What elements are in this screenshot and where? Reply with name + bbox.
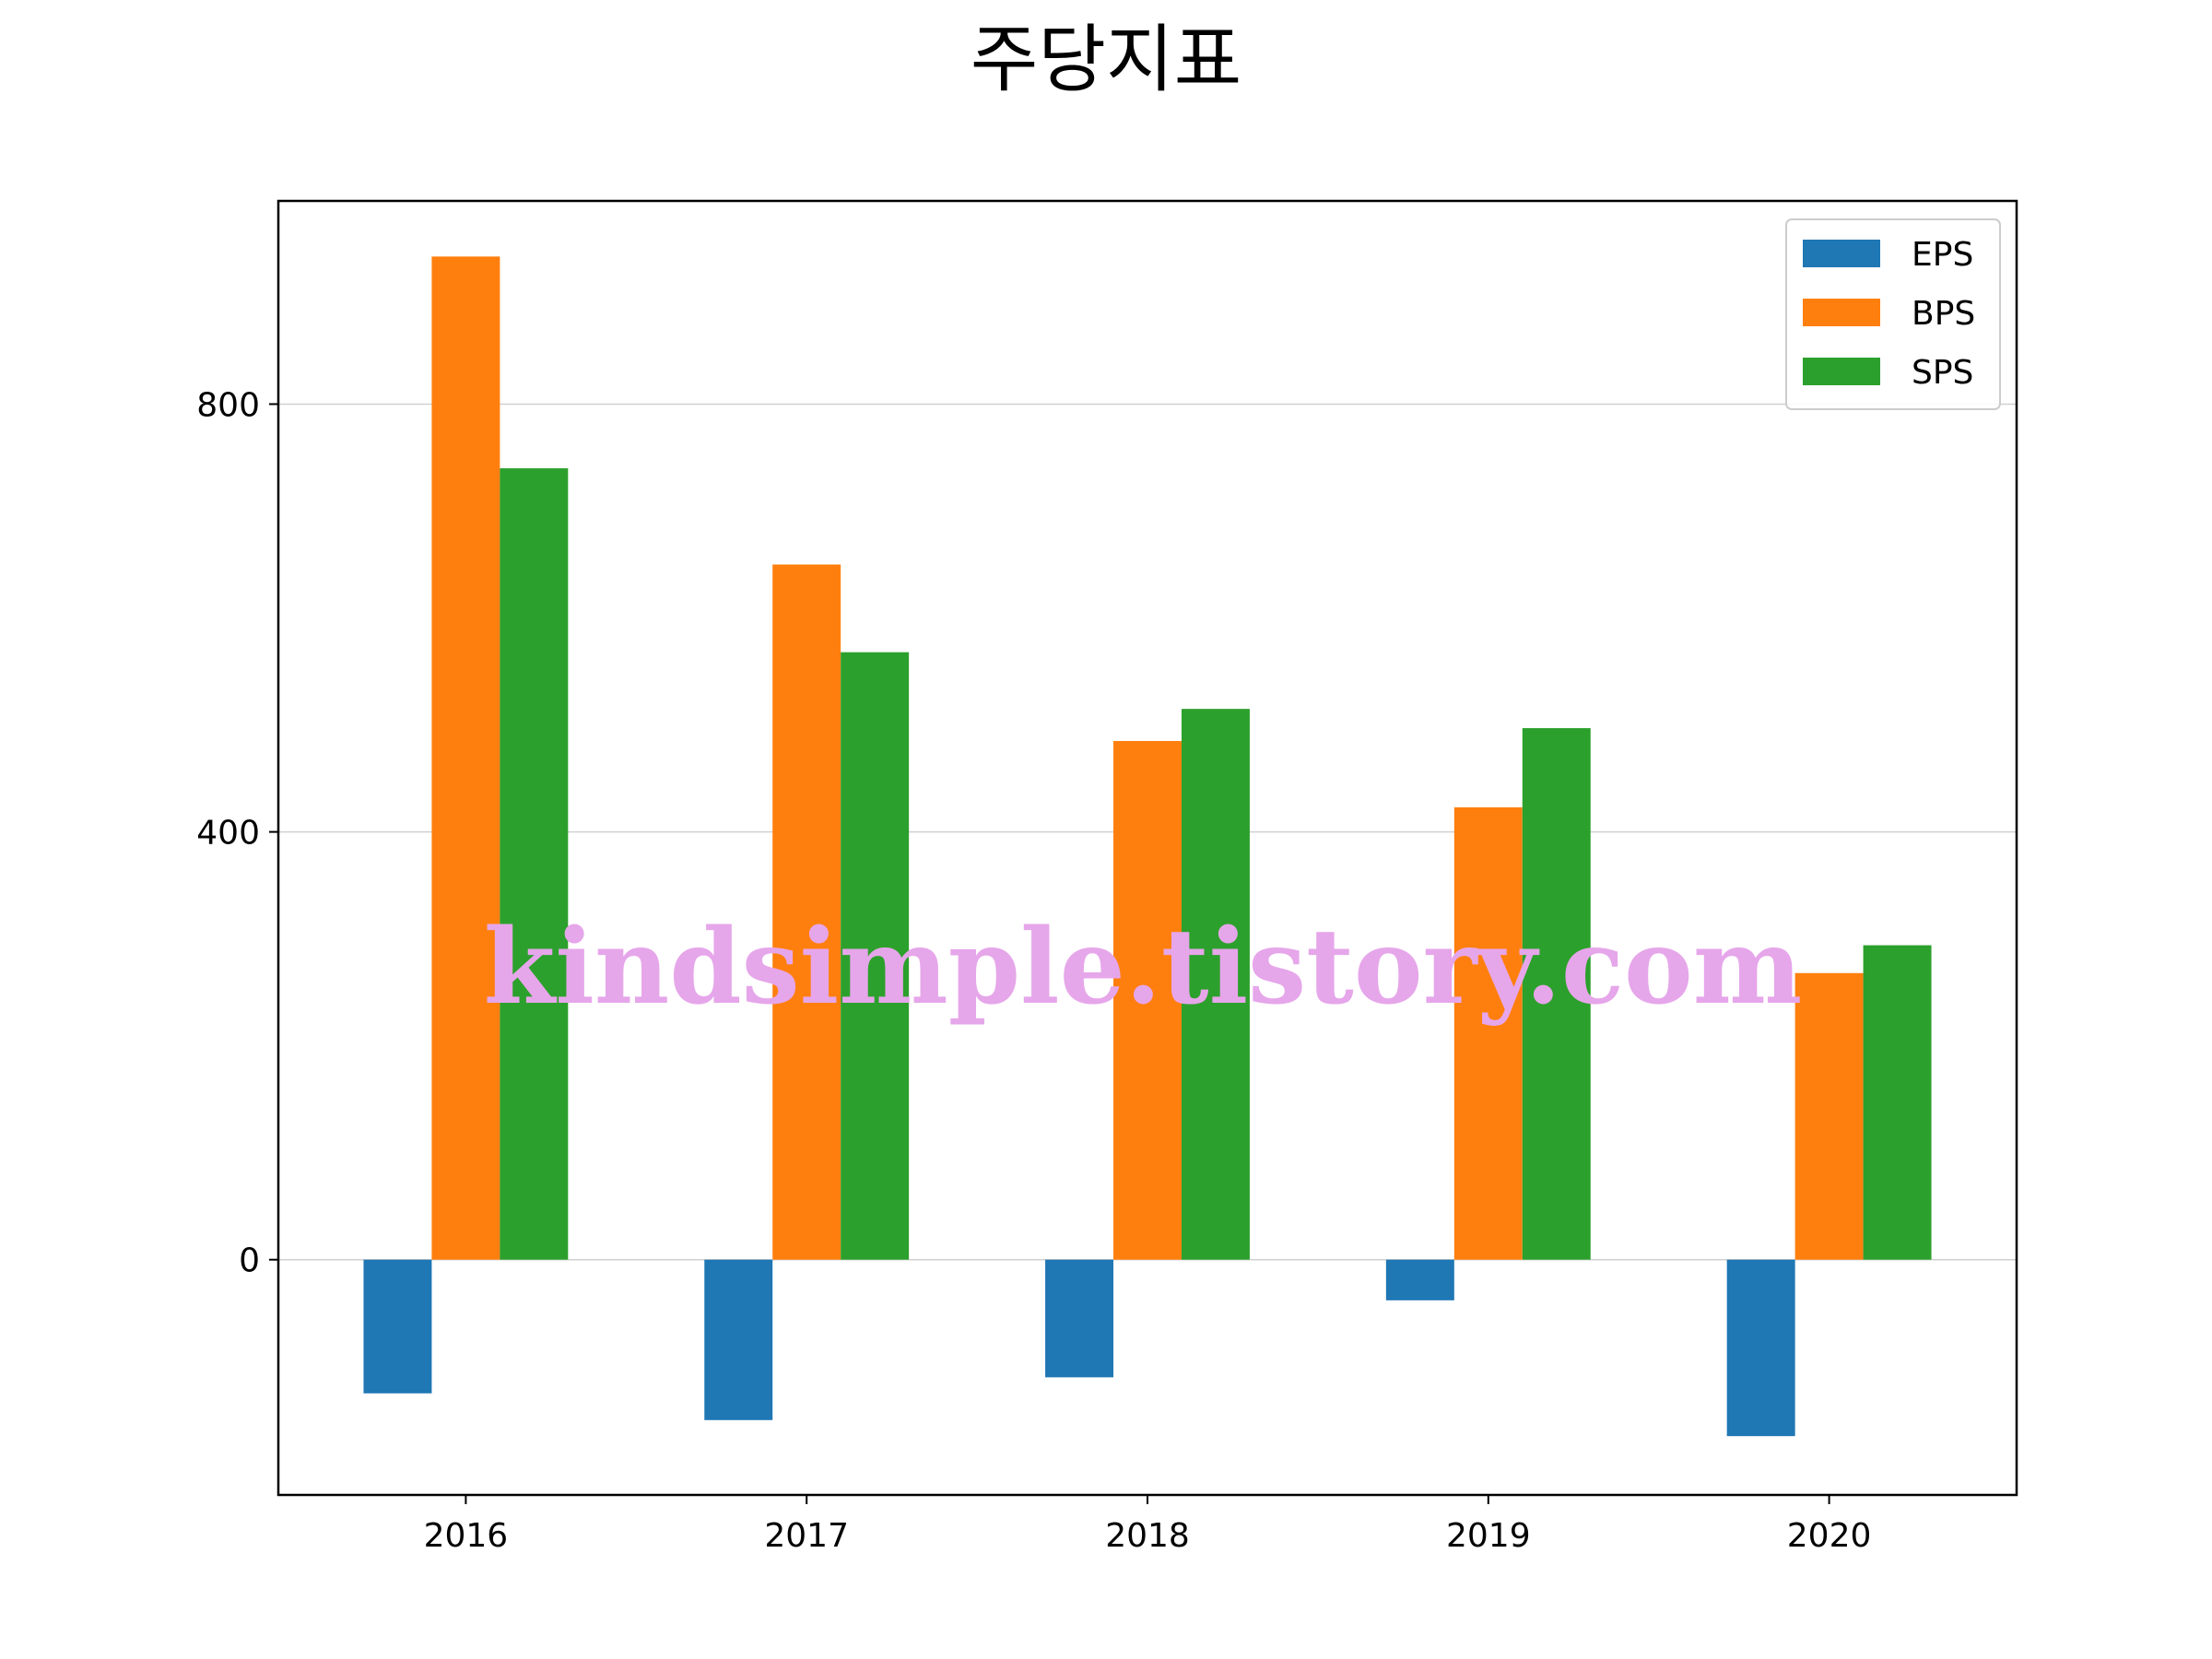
bar-eps-2020 bbox=[1726, 1259, 1795, 1437]
y-tick-label: 800 bbox=[196, 386, 260, 424]
x-tick-label: 2017 bbox=[764, 1517, 849, 1555]
legend-label-bps: BPS bbox=[1912, 295, 1975, 333]
plot-frame bbox=[276, 199, 2018, 1497]
bar-sps-2017 bbox=[841, 652, 910, 1260]
bar-eps-2018 bbox=[1045, 1259, 1114, 1378]
bar-bps-2017 bbox=[772, 564, 841, 1260]
watermark-text: kindsimple.tistory.com bbox=[484, 907, 1803, 1028]
x-tick-label: 2016 bbox=[424, 1517, 509, 1555]
y-tick-label: 400 bbox=[196, 815, 260, 853]
legend: EPS BPS SPS bbox=[1785, 218, 2001, 410]
x-tick-label: 2019 bbox=[1446, 1517, 1531, 1555]
legend-label-eps: EPS bbox=[1912, 236, 1973, 274]
bars bbox=[363, 256, 1932, 1437]
axes: 0 400 800 2016 2017 2018 2019 2020 bbox=[196, 199, 2018, 1555]
legend-label-sps: SPS bbox=[1912, 354, 1973, 392]
bar-sps-2019 bbox=[1522, 728, 1591, 1260]
bar-sps-2018 bbox=[1181, 709, 1250, 1260]
bar-bps-2019 bbox=[1453, 806, 1523, 1260]
bar-sps-2016 bbox=[500, 468, 569, 1260]
bar-eps-2017 bbox=[704, 1259, 773, 1420]
bar-eps-2019 bbox=[1385, 1259, 1454, 1300]
legend-swatch-eps bbox=[1803, 240, 1880, 267]
chart-title: 주당지표 bbox=[971, 17, 1241, 102]
y-tick-label: 0 bbox=[239, 1242, 260, 1280]
bar-bps-2020 bbox=[1794, 972, 1864, 1260]
legend-swatch-bps bbox=[1803, 299, 1880, 326]
bar-bps-2016 bbox=[431, 256, 500, 1260]
bar-eps-2016 bbox=[363, 1259, 432, 1394]
x-tick-label: 2018 bbox=[1105, 1517, 1190, 1555]
bar-sps-2020 bbox=[1863, 945, 1932, 1260]
bar-bps-2018 bbox=[1113, 740, 1182, 1260]
x-tick-label: 2020 bbox=[1787, 1517, 1872, 1555]
legend-swatch-sps bbox=[1803, 358, 1880, 385]
